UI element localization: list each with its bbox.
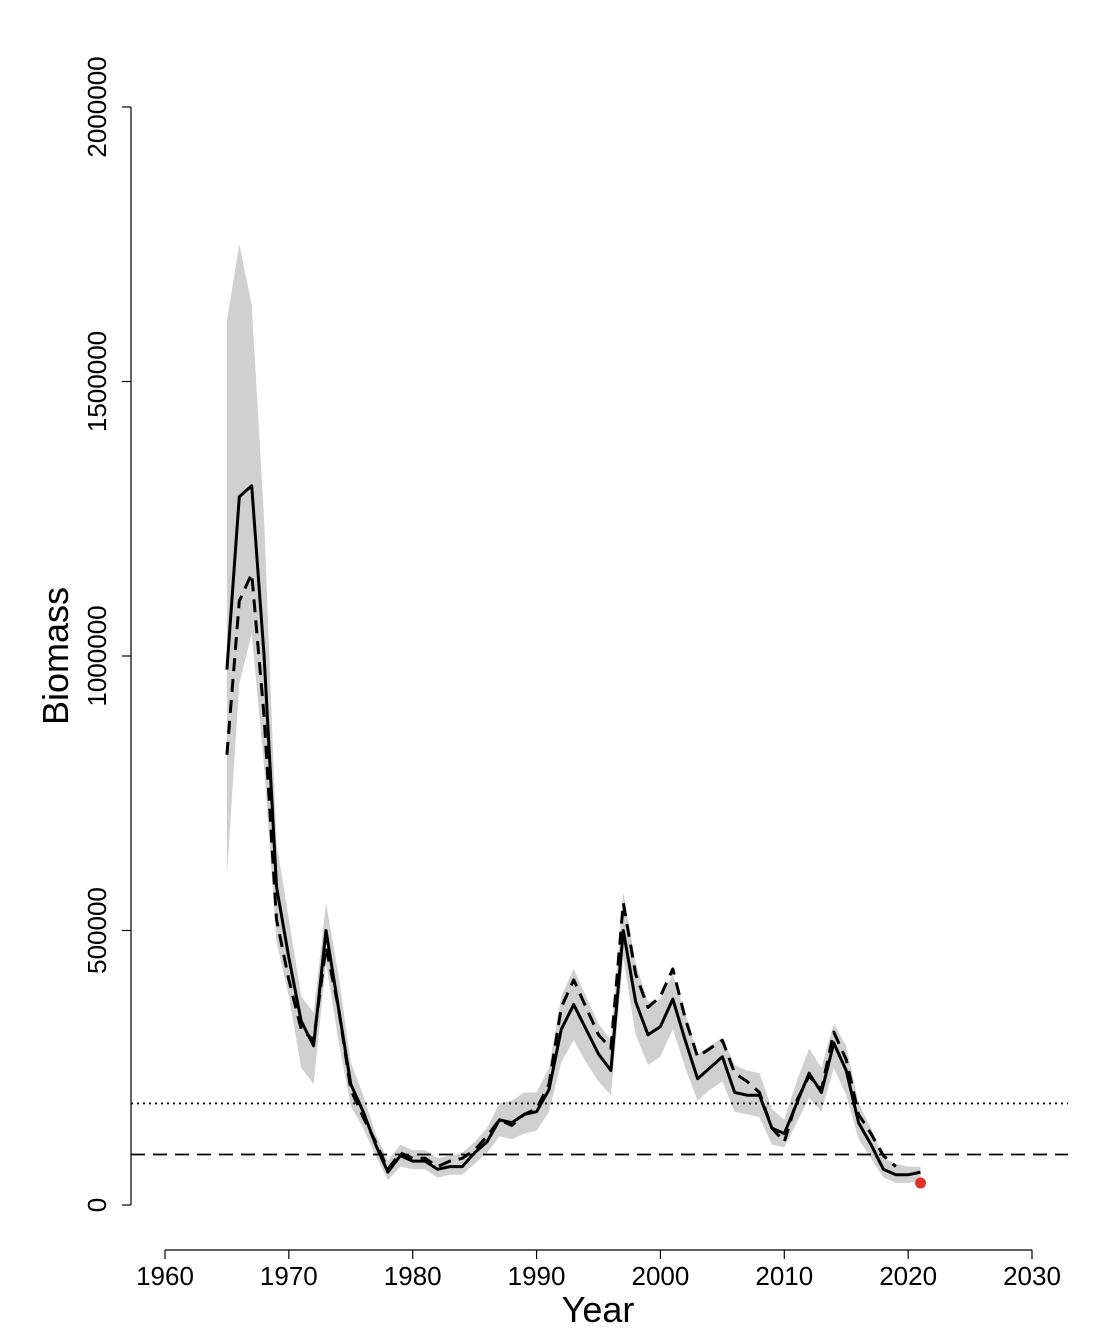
x-tick-label: 1980 (384, 1261, 442, 1291)
x-tick-label: 1990 (508, 1261, 566, 1291)
highlight-point (915, 1177, 927, 1189)
x-axis-title: Year (562, 1289, 635, 1330)
reference-lines-layer (131, 1102, 1068, 1156)
x-tick-layer: 1960 1970 1980 1990 2000 2010 2020 2030 (136, 1250, 1061, 1291)
y-tick-label: 1500000 (82, 331, 112, 432)
y-axis-title: Biomass (35, 587, 76, 725)
dashed-series-line (225, 572, 897, 1171)
y-tick-label: 0 (82, 1198, 112, 1212)
y-tick-label: 2000000 (82, 56, 112, 157)
series-layer (225, 484, 921, 1177)
points-layer (915, 1177, 927, 1189)
x-tick-label: 2010 (755, 1261, 813, 1291)
x-tick-label: 1960 (136, 1261, 194, 1291)
confidence-band (226, 244, 921, 1184)
x-tick-label: 2020 (879, 1261, 937, 1291)
x-tick-label: 1970 (260, 1261, 318, 1291)
y-tick-label: 500000 (82, 887, 112, 974)
x-tick-label: 2000 (632, 1261, 690, 1291)
x-tick-label: 2030 (1003, 1261, 1061, 1291)
y-tick-layer: 0 500000 1000000 1500000 2000000 (82, 56, 131, 1212)
confidence-band-layer (226, 244, 921, 1184)
y-tick-label: 1000000 (82, 605, 112, 706)
